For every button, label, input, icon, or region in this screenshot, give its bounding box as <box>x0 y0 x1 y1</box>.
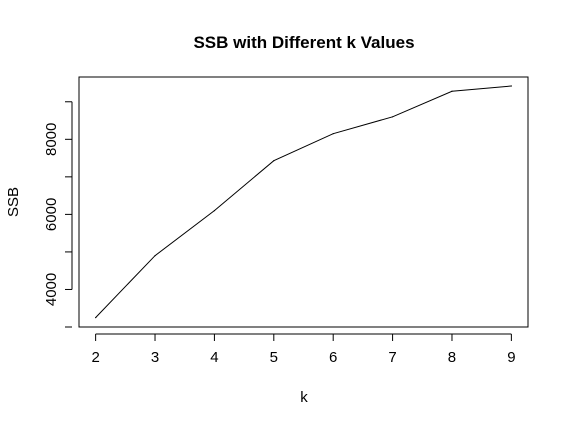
x-tick-label: 5 <box>270 349 278 366</box>
data-point <box>332 133 334 135</box>
data-point <box>451 90 453 92</box>
x-tick-label: 9 <box>507 349 515 366</box>
y-tick-label: 8000 <box>43 123 60 156</box>
data-point <box>510 85 512 87</box>
x-axis: 2 3 4 5 6 7 8 9 <box>91 333 516 366</box>
y-tick-label: 4000 <box>43 273 60 306</box>
x-tick-label: 3 <box>151 349 159 366</box>
x-tick-label: 4 <box>210 349 218 366</box>
series-line <box>95 85 512 318</box>
series-layer <box>95 85 512 319</box>
y-axis-label: SSB <box>5 187 22 217</box>
x-tick-label: 8 <box>448 349 456 366</box>
plot-frame <box>78 76 529 328</box>
chart-title: SSB with Different k Values <box>193 33 414 52</box>
y-tick-label: 6000 <box>43 198 60 231</box>
data-point <box>154 255 156 257</box>
data-point <box>95 317 97 319</box>
x-tick-label: 7 <box>388 349 396 366</box>
y-axis: 4000 6000 8000 <box>43 101 73 328</box>
data-point <box>213 210 216 212</box>
x-tick-label: 2 <box>91 349 99 366</box>
x-tick-label: 6 <box>329 349 337 366</box>
data-point <box>273 160 275 162</box>
x-axis-label: k <box>300 389 308 406</box>
data-point <box>391 116 394 118</box>
